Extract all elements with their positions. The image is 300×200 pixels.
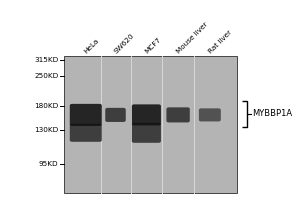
FancyBboxPatch shape	[167, 107, 190, 122]
Text: 315KD: 315KD	[34, 57, 58, 63]
Text: MYBBP1A: MYBBP1A	[252, 109, 292, 118]
FancyBboxPatch shape	[105, 108, 126, 122]
Text: MCF7: MCF7	[144, 36, 162, 54]
FancyBboxPatch shape	[132, 104, 161, 125]
Text: 180KD: 180KD	[34, 103, 58, 109]
Text: Rat liver: Rat liver	[207, 29, 232, 54]
Text: SW620: SW620	[113, 32, 135, 54]
Text: HeLa: HeLa	[83, 37, 100, 54]
Text: Mouse liver: Mouse liver	[175, 21, 209, 54]
Text: 130KD: 130KD	[34, 127, 58, 133]
FancyBboxPatch shape	[132, 123, 161, 143]
FancyBboxPatch shape	[70, 124, 102, 142]
Text: 95KD: 95KD	[39, 161, 58, 167]
Bar	[64, 56, 237, 193]
FancyBboxPatch shape	[70, 104, 102, 126]
Text: 250KD: 250KD	[34, 73, 58, 79]
FancyBboxPatch shape	[199, 108, 221, 121]
